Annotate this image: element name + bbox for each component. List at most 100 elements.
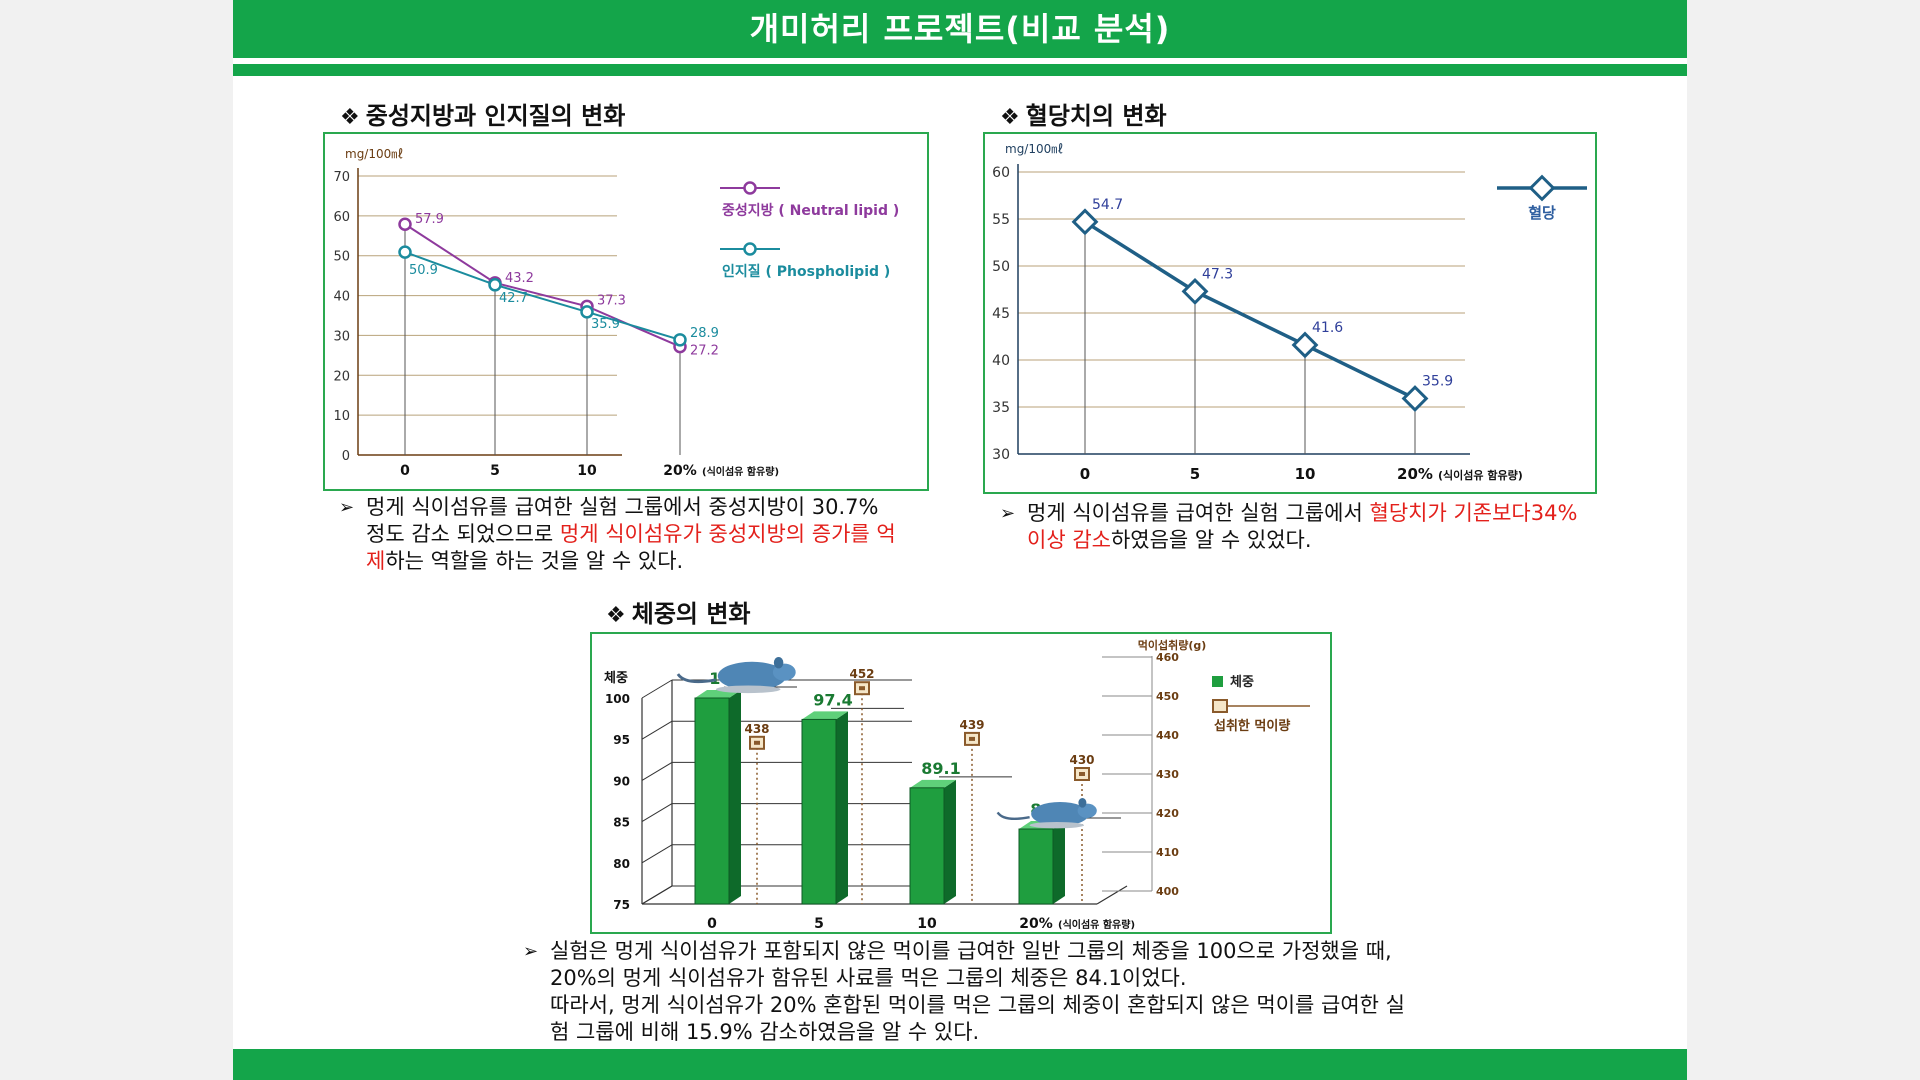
y-tick-label: 90	[613, 774, 630, 788]
y-tick-label: 80	[613, 857, 630, 871]
feed-data-label: 438	[744, 722, 769, 736]
feed-marker-center	[1079, 772, 1085, 776]
unit-label: mg/100㎖	[345, 147, 403, 161]
legend-label: 인지질 ( Phospholipid )	[722, 263, 890, 280]
bar-top	[802, 711, 848, 720]
x-tick-label: 5	[814, 916, 824, 932]
arrow-bullet-icon: ➢	[339, 497, 355, 518]
x-tick-label: 0	[400, 463, 410, 479]
rat-body	[1031, 802, 1089, 826]
slide: 개미허리 프로젝트(비교 분석) ❖ 중성지방과 인지질의 변화 mg/100㎖ 0…	[233, 0, 1687, 1080]
data-label: 35.9	[591, 317, 620, 332]
diamond-bullet-icon: ❖	[606, 603, 626, 628]
data-point	[488, 278, 502, 292]
y-tick-label: 40	[992, 353, 1010, 369]
legend-marker	[743, 242, 757, 256]
y-tick-label: 55	[992, 212, 1010, 228]
data-label: 28.9	[690, 326, 719, 341]
data-label: 27.2	[690, 344, 719, 359]
x-tick-label: 5	[1190, 465, 1200, 483]
y-tick-label: 45	[992, 306, 1010, 322]
bar-data-label: 89.1	[921, 759, 960, 778]
depth-gridline	[641, 679, 673, 699]
data-point	[1071, 208, 1099, 236]
bar	[694, 697, 730, 905]
data-label: 57.9	[415, 212, 444, 227]
y-tick-label: 40	[333, 290, 350, 305]
lipid-heading-text: 중성지방과 인지질의 변화	[365, 102, 626, 130]
feed-data-label: 439	[959, 718, 984, 732]
y-tick-label: 75	[613, 898, 630, 912]
legend-label: 혈당	[1528, 204, 1556, 222]
bar	[909, 787, 945, 905]
legend-marker	[1528, 174, 1556, 202]
legend-label: 체중	[1230, 675, 1254, 690]
x-tick-label: 0	[707, 916, 717, 932]
x-tick-label: 10	[1295, 465, 1316, 483]
x-tick-label: 5	[490, 463, 500, 479]
weight-heading-text: 체중의 변화	[631, 600, 751, 628]
y2-tick-label: 460	[1156, 651, 1179, 664]
blood-note-part2: 하였음을 알 수 있었다.	[1110, 528, 1312, 552]
title-stripe	[233, 64, 1687, 76]
arrow-bullet-icon: ➢	[523, 941, 539, 962]
feed-marker-center	[969, 736, 975, 741]
blood-note-highlight: 혈당치가 기존보다34% 이상 감소	[1027, 501, 1578, 552]
data-label: 35.9	[1422, 374, 1453, 390]
y-tick-label: 70	[333, 170, 350, 185]
rat-shadow	[1029, 822, 1084, 829]
right-axis-label: 먹이섭취량(g)	[1138, 638, 1207, 652]
left-axis-label: 체중	[604, 671, 628, 686]
footer-bar	[233, 1049, 1687, 1080]
legend-label: 중성지방 ( Neutral lipid )	[722, 202, 899, 219]
y2-tick-label: 400	[1156, 885, 1179, 898]
blood-section-heading: ❖ 혈당치의 변화	[1000, 96, 1167, 131]
blood-heading-text: 혈당치의 변화	[1025, 102, 1167, 130]
x-tick-label: 10	[917, 916, 937, 932]
x-tick-label: 20%	[663, 463, 697, 479]
diamond-bullet-icon: ❖	[340, 105, 360, 130]
data-label: 42.7	[499, 291, 528, 306]
bar-side	[836, 711, 848, 904]
unit-label: mg/100㎖	[1005, 142, 1063, 156]
x-tick-label: 10	[577, 463, 597, 479]
y-tick-label: 50	[992, 259, 1010, 275]
data-point	[1401, 385, 1429, 412]
y2-tick-label: 410	[1156, 846, 1179, 859]
blood-chart-svg: mg/100㎖ 30 35 40 45 50 55 60 0 5 10 20% (식이섬유 함유량) 54…	[992, 142, 1587, 483]
data-point	[398, 217, 412, 231]
bar-top	[910, 779, 956, 788]
weight-note: ➢ 실험은 멍게 식이섬유가 포함되지 않은 먹이를 급여한 일반 그룹의 체중…	[523, 938, 1633, 1046]
y-tick-label: 10	[333, 409, 350, 424]
data-point	[398, 245, 412, 259]
y-tick-label: 60	[333, 210, 350, 225]
depth-gridline	[641, 885, 673, 905]
y2-tick-label: 450	[1156, 690, 1179, 703]
depth-gridline	[641, 720, 673, 740]
feed-marker-center	[859, 686, 865, 691]
data-point	[1181, 277, 1209, 305]
depth-gridline	[641, 803, 673, 823]
depth-gridline	[641, 761, 673, 781]
y-tick-label: 50	[333, 250, 350, 265]
data-label: 54.7	[1092, 197, 1123, 213]
lipid-note-part1: 멍게 식이섬유를 급여한 실험 그룹에서 중성지방이 30.7% 정도 감소 되…	[366, 495, 879, 546]
legend-label: 섭취한 먹이량	[1214, 718, 1290, 734]
y2-tick-label: 420	[1156, 807, 1179, 820]
lipid-chart: mg/100㎖ 0 10 20 30 40 50 60 70 0 5 10 20% (식이섬유 함유량) 5…	[323, 132, 929, 491]
rat-ear	[1078, 798, 1087, 808]
legend-marker	[743, 181, 757, 195]
series-line	[404, 251, 681, 341]
x-axis-suffix: (식이섬유 함유량)	[1058, 918, 1135, 931]
x-tick-label: 20%	[1019, 916, 1053, 932]
data-point	[673, 333, 687, 347]
rat-icon	[676, 657, 796, 694]
rat-ear	[773, 657, 784, 669]
bar-data-label: 97.4	[813, 690, 852, 709]
y-tick-label: 30	[333, 329, 350, 344]
arrow-bullet-icon: ➢	[1000, 503, 1016, 524]
y2-tick-label: 440	[1156, 729, 1179, 742]
y-tick-label: 20	[333, 369, 350, 384]
x-tick-label: 0	[1080, 465, 1090, 483]
y-tick-label: 85	[613, 816, 630, 830]
